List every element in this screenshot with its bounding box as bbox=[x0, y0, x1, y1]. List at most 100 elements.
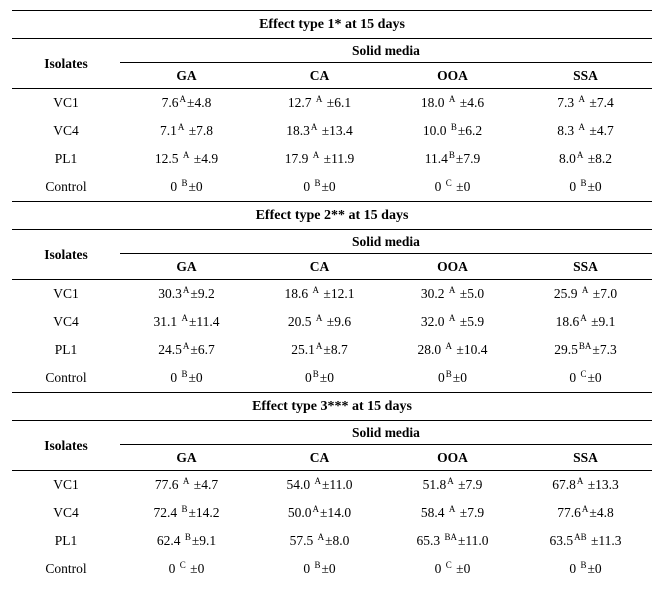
row-label: VC4 bbox=[12, 117, 120, 145]
cell: 31.1 A±11.4 bbox=[120, 308, 253, 336]
cell-error: ±7.9 bbox=[456, 151, 480, 166]
cell-value: 7.3 bbox=[557, 95, 577, 110]
cell-error: ±9.1 bbox=[192, 533, 216, 548]
cell-superscript: C bbox=[445, 560, 453, 570]
cell-error: ±4.6 bbox=[456, 95, 484, 110]
cell: 18.6 A ±12.1 bbox=[253, 280, 386, 308]
table-container: Effect type 1* at 15 daysIsolatesSolid m… bbox=[12, 10, 652, 583]
cell-value: 0 bbox=[169, 561, 179, 576]
column-header: SSA bbox=[519, 445, 652, 470]
cell: 25.1A±8.7 bbox=[253, 336, 386, 364]
cell: 28.0 A ±10.4 bbox=[386, 336, 519, 364]
cell-value: 0 bbox=[569, 179, 579, 194]
cell: 58.4 A ±7.9 bbox=[386, 499, 519, 527]
cell: 7.3 A ±7.4 bbox=[519, 89, 652, 117]
cell: 10.0 B±6.2 bbox=[386, 117, 519, 145]
cell-error: ±7.9 bbox=[456, 505, 484, 520]
cell-value: 0 bbox=[569, 370, 579, 385]
cell: 8.0A ±8.2 bbox=[519, 145, 652, 173]
cell-superscript: B bbox=[448, 150, 456, 160]
cell-value: 0 bbox=[435, 561, 445, 576]
cell-value: 62.4 bbox=[157, 533, 184, 548]
cell-error: ±11.0 bbox=[322, 477, 353, 492]
media-head: Solid mediaGACAOOASSA bbox=[120, 421, 652, 470]
cell-error: ±4.8 bbox=[187, 95, 211, 110]
table-row: VC472.4 B±14.250.0A±14.058.4 A ±7.977.6A… bbox=[12, 499, 652, 527]
cell: 29.5BA±7.3 bbox=[519, 336, 652, 364]
cell-error: ±0 bbox=[453, 561, 471, 576]
media-heading: Solid media bbox=[120, 421, 652, 445]
column-header: CA bbox=[253, 445, 386, 470]
cell-value: 30.3 bbox=[158, 286, 182, 301]
column-headers: GACAOOASSA bbox=[120, 445, 652, 470]
media-heading: Solid media bbox=[120, 230, 652, 254]
media-head: Solid mediaGACAOOASSA bbox=[120, 230, 652, 279]
cell-value: 12.5 bbox=[155, 151, 182, 166]
cell: 17.9 A ±11.9 bbox=[253, 145, 386, 173]
cell: 32.0 A ±5.9 bbox=[386, 308, 519, 336]
cell-error: ±6.2 bbox=[458, 123, 482, 138]
table-row: PL112.5 A ±4.917.9 A ±11.911.4B±7.98.0A … bbox=[12, 145, 652, 173]
cell-value: 28.0 bbox=[418, 342, 445, 357]
cell-error: ±0 bbox=[187, 561, 205, 576]
cell-value: 24.5 bbox=[158, 342, 182, 357]
cell-superscript: B bbox=[312, 369, 320, 379]
cell-error: ±4.9 bbox=[190, 151, 218, 166]
cell: 50.0A±14.0 bbox=[253, 499, 386, 527]
media-head: Solid mediaGACAOOASSA bbox=[120, 39, 652, 88]
cell: 30.2 A ±5.0 bbox=[386, 280, 519, 308]
cell-error: ±10.4 bbox=[453, 342, 487, 357]
cell-error: ±7.3 bbox=[592, 342, 616, 357]
cell-error: ±8.0 bbox=[325, 533, 349, 548]
cell: 0 B±0 bbox=[120, 173, 253, 201]
cell-value: 18.6 bbox=[556, 314, 580, 329]
cell-error: ±14.0 bbox=[320, 505, 351, 520]
cell-error: ±11.0 bbox=[458, 533, 489, 548]
table-row: Control0 C ±00 B±00 C ±00 B±0 bbox=[12, 555, 652, 583]
column-header: OOA bbox=[386, 254, 519, 279]
row-label: Control bbox=[12, 364, 120, 392]
row-label: VC1 bbox=[12, 280, 120, 308]
cell-error: ±11.4 bbox=[189, 314, 220, 329]
cell-error: ±5.9 bbox=[456, 314, 484, 329]
cell-value: 0 bbox=[170, 179, 180, 194]
section-title: Effect type 3*** at 15 days bbox=[12, 392, 652, 421]
cell-value: 32.0 bbox=[421, 314, 448, 329]
cell-value: 18.0 bbox=[421, 95, 448, 110]
cell-value: 50.0 bbox=[288, 505, 312, 520]
table-row: Control0 B±00 B±00 C ±00 B±0 bbox=[12, 173, 652, 201]
cell-superscript: B bbox=[579, 560, 587, 570]
table-row: VC47.1A ±7.818.3A ±13.410.0 B±6.28.3 A ±… bbox=[12, 117, 652, 145]
row-label: PL1 bbox=[12, 336, 120, 364]
cell: 67.8A ±13.3 bbox=[519, 471, 652, 499]
cell-error: ±0 bbox=[453, 370, 467, 385]
column-header: GA bbox=[120, 63, 253, 88]
cell-superscript: C bbox=[445, 178, 453, 188]
row-label: VC4 bbox=[12, 499, 120, 527]
cell-superscript: B bbox=[313, 560, 321, 570]
row-label: Control bbox=[12, 555, 120, 583]
cell-superscript: A bbox=[578, 122, 587, 132]
cell-value: 10.0 bbox=[423, 123, 450, 138]
cell-error: ±7.4 bbox=[586, 95, 614, 110]
cell: 0B±0 bbox=[386, 364, 519, 392]
cell-error: ±9.2 bbox=[190, 286, 214, 301]
cell: 0 B±0 bbox=[120, 364, 253, 392]
cell-error: ±0 bbox=[188, 179, 202, 194]
cell: 25.9 A ±7.0 bbox=[519, 280, 652, 308]
cell-error: ±8.7 bbox=[323, 342, 347, 357]
cell-value: 18.6 bbox=[285, 286, 312, 301]
cell: 0 C±0 bbox=[519, 364, 652, 392]
cell: 24.5A±6.7 bbox=[120, 336, 253, 364]
cell-error: ±0 bbox=[587, 561, 601, 576]
cell-superscript: B bbox=[450, 122, 458, 132]
cell-value: 67.8 bbox=[552, 477, 576, 492]
header-row: IsolatesSolid mediaGACAOOASSA bbox=[12, 39, 652, 89]
cell-error: ±0 bbox=[453, 179, 471, 194]
cell: 0 C ±0 bbox=[386, 555, 519, 583]
cell: 0 B±0 bbox=[519, 555, 652, 583]
cell-value: 25.1 bbox=[291, 342, 315, 357]
cell-superscript: A bbox=[317, 532, 326, 542]
table-row: Control0 B±00B±00B±00 C±0 bbox=[12, 364, 652, 392]
row-label: Control bbox=[12, 173, 120, 201]
